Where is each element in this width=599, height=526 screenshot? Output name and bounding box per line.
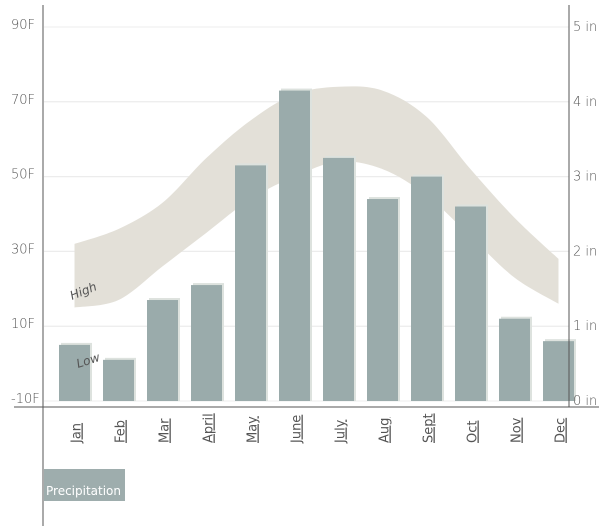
left-tick-label: 90F xyxy=(11,18,35,33)
bar-feb xyxy=(103,359,134,401)
bar-mar xyxy=(147,300,178,401)
bar-jan xyxy=(59,344,90,401)
month-label-aug: Aug xyxy=(378,418,393,443)
bar-oct xyxy=(455,206,486,401)
month-label-dec: Dec xyxy=(554,418,569,443)
bar-june xyxy=(279,90,310,401)
legend-precipitation: Precipitation xyxy=(44,469,125,501)
right-tick-label: 2 in xyxy=(573,244,597,259)
bar-nov xyxy=(499,318,530,401)
bar-april xyxy=(191,285,222,401)
month-label-april: April xyxy=(202,413,217,443)
month-label-nov: Nov xyxy=(510,417,525,443)
right-tick-label: 4 in xyxy=(573,95,597,110)
temperature-band xyxy=(74,86,559,308)
right-tick-label: 0 in xyxy=(573,394,597,409)
month-label-feb: Feb xyxy=(114,420,129,443)
month-label-may: May xyxy=(246,416,261,443)
left-tick-label: 10F xyxy=(11,317,35,332)
month-label-jan: Jan xyxy=(70,423,85,444)
month-label-sept: Sept xyxy=(422,413,437,443)
month-labels: Jan Feb Mar April May June July Aug Sept Oct Nov De… xyxy=(70,413,569,444)
month-label-july: July xyxy=(334,419,349,444)
left-tick-label: 50F xyxy=(11,168,35,183)
right-tick-label: 1 in xyxy=(573,319,597,334)
axes xyxy=(14,5,599,526)
month-label-june: June xyxy=(290,415,305,444)
month-label-oct: Oct xyxy=(466,421,481,443)
right-axis-ticks: 5 in 4 in 3 in 2 in 1 in 0 in xyxy=(573,20,597,409)
left-tick-label: 70F xyxy=(11,93,35,108)
left-tick-label: 30F xyxy=(11,242,35,257)
right-tick-label: 3 in xyxy=(573,170,597,185)
left-axis-ticks: 90F 70F 50F 30F 10F -10F xyxy=(11,18,40,407)
month-label-mar: Mar xyxy=(158,418,173,443)
bar-may xyxy=(235,165,266,401)
bar-july xyxy=(323,157,354,401)
precipitation-bars xyxy=(59,88,576,401)
bar-sept xyxy=(411,176,442,401)
right-tick-label: 5 in xyxy=(573,20,597,35)
left-tick-label: -10F xyxy=(11,392,40,407)
bar-aug xyxy=(367,199,398,401)
